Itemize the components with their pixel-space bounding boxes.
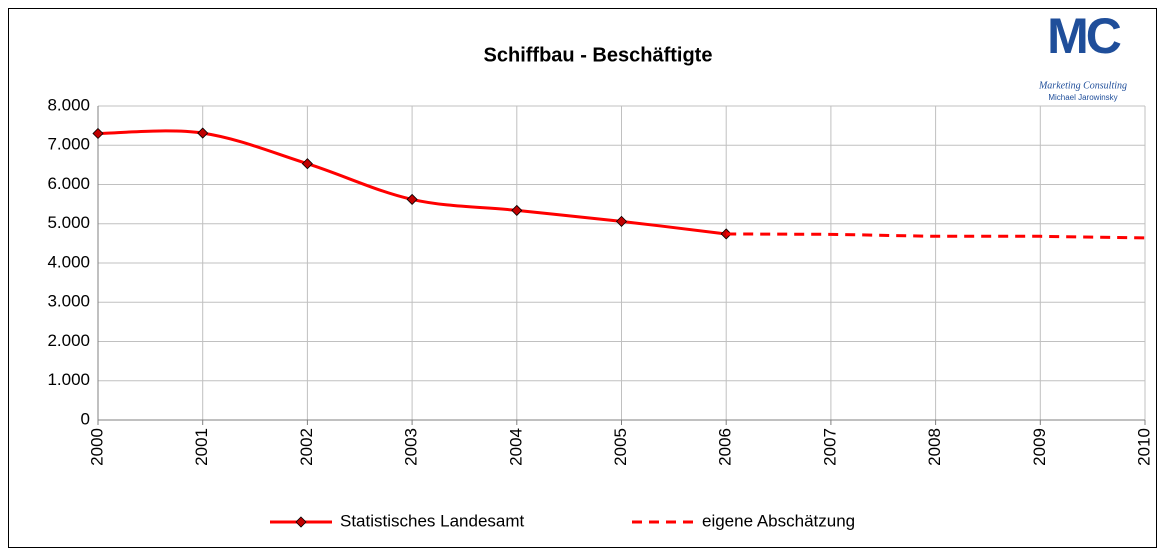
legend-label: Statistisches Landesamt — [340, 511, 525, 530]
x-tick-label: 2007 — [820, 428, 839, 466]
x-tick-label: 2004 — [506, 428, 525, 466]
y-tick-label: 3.000 — [47, 292, 90, 311]
y-tick-label: 7.000 — [47, 135, 90, 154]
chart-frame — [8, 8, 1157, 548]
point-marker — [511, 204, 523, 216]
y-tick-label: 8.000 — [47, 95, 90, 114]
x-tick-label: 2002 — [297, 428, 316, 466]
y-tick-label: 6.000 — [47, 174, 90, 193]
point-marker — [92, 127, 104, 140]
series-line — [726, 232, 1146, 240]
x-tick-label: 2000 — [87, 428, 106, 466]
x-tick-label: 2003 — [402, 428, 421, 466]
x-tick-label: 2005 — [611, 428, 630, 466]
logo-line2: Michael Jarowinsky — [1048, 93, 1117, 102]
point-marker — [197, 127, 209, 139]
y-tick-label: 1.000 — [47, 370, 90, 389]
point-marker — [615, 215, 628, 227]
x-tick-label: 2009 — [1030, 428, 1049, 466]
x-tick-label: 2010 — [1134, 428, 1153, 466]
legend-label: eigene Abschätzung — [702, 511, 855, 530]
chart-title: Schiffbau - Beschäftigte — [484, 44, 713, 66]
x-tick-label: 2006 — [716, 428, 735, 466]
x-tick-label: 2001 — [192, 428, 211, 466]
point-marker — [301, 158, 313, 170]
logo-line1: Marketing Consulting — [1038, 80, 1127, 91]
y-tick-label: 4.000 — [47, 252, 90, 271]
y-tick-label: 5.000 — [47, 213, 90, 232]
x-tick-label: 2008 — [925, 428, 944, 466]
legend-marker — [295, 516, 307, 528]
y-tick-label: 0 — [81, 409, 90, 428]
y-tick-label: 2.000 — [47, 331, 90, 350]
point-marker — [406, 193, 418, 205]
logo-mark: MC — [1047, 8, 1121, 64]
